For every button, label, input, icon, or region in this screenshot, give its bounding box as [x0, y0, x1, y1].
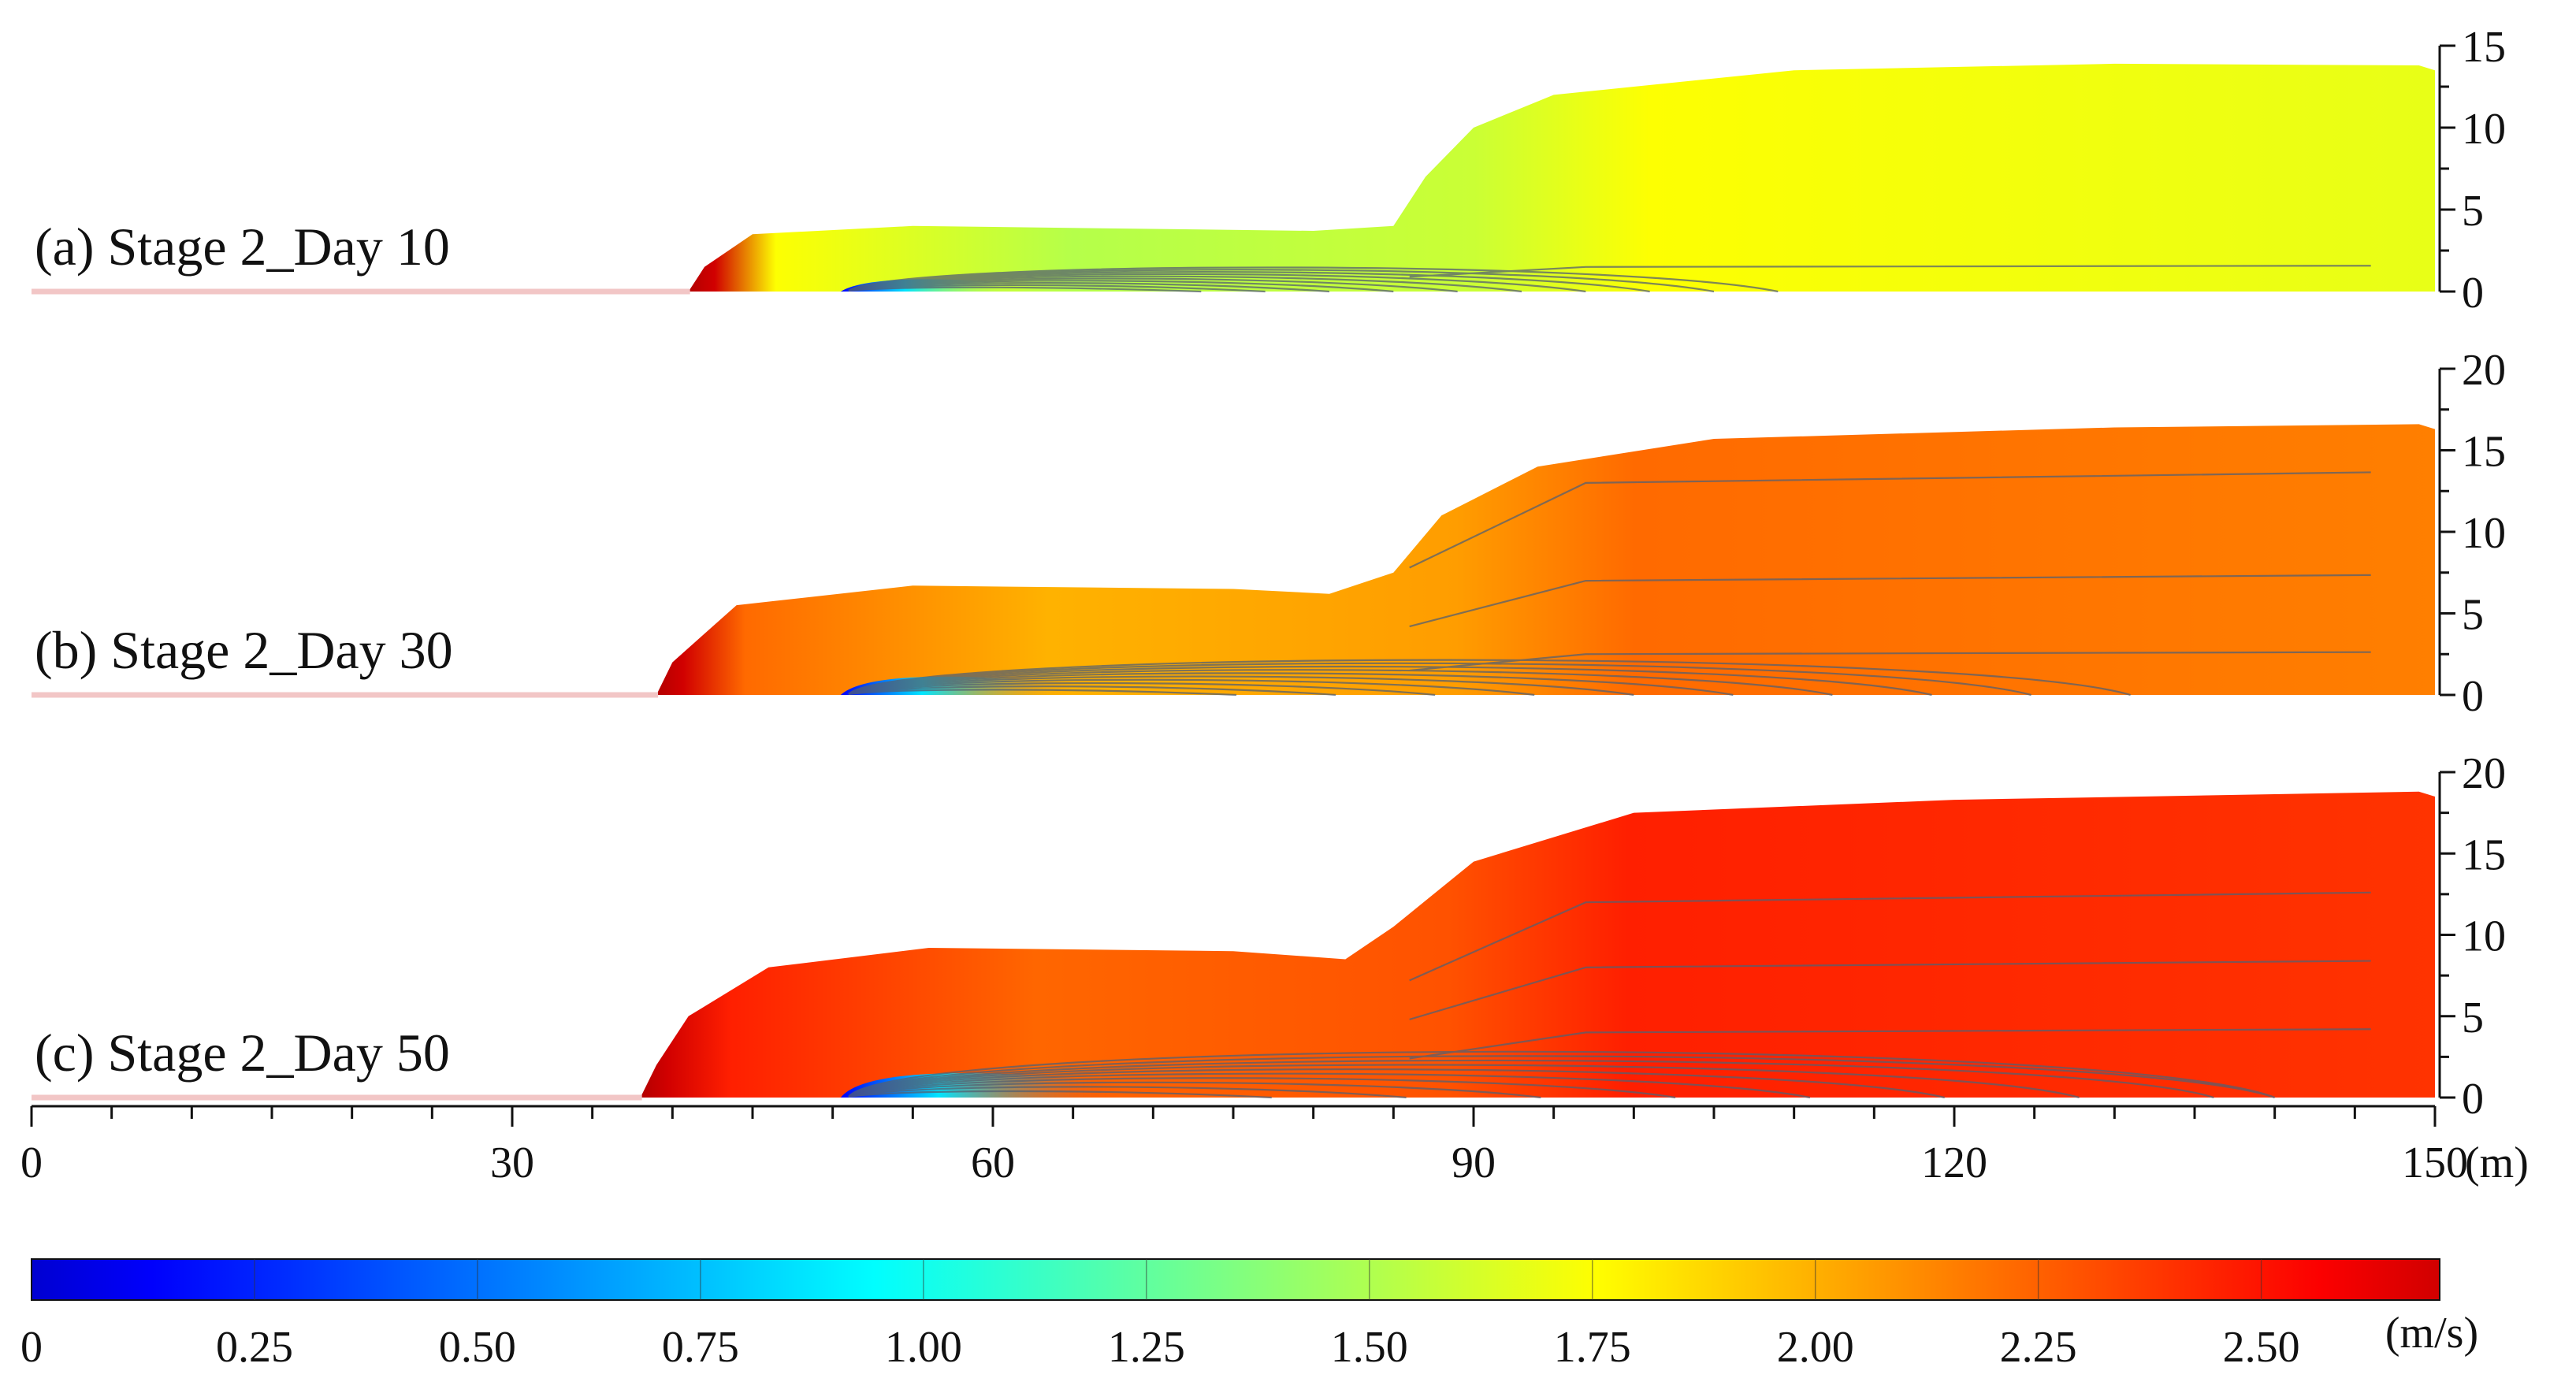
y-tick-label: 5 — [2462, 591, 2484, 640]
colorbar-tick-label: 0.50 — [439, 1323, 516, 1372]
y-tick-label: 15 — [2462, 23, 2506, 72]
x-axis-unit: (m) — [2465, 1139, 2529, 1187]
colorbar-tick-label: 0 — [20, 1323, 43, 1372]
panel-label: (a) Stage 2_Day 10 — [35, 217, 450, 277]
x-tick-label: 30 — [490, 1139, 534, 1187]
colorbar: 0 0.25 0.50 0.75 1.00 1.25 1.50 1.75 2.00 2.25 2.5… — [20, 1258, 2478, 1372]
y-tick-label: 5 — [2462, 994, 2484, 1042]
colorbar-tick-label: 2.00 — [1777, 1323, 1854, 1372]
colorbar-scale — [31, 1258, 2440, 1301]
colorbar-unit: (m/s) — [2385, 1309, 2478, 1358]
colorbar-tick-label: 1.00 — [885, 1323, 962, 1372]
colorbar-tick-label: 2.25 — [2000, 1323, 2077, 1372]
colorbar-tick-label: 0.75 — [662, 1323, 739, 1372]
y-tick-label: 10 — [2462, 912, 2506, 961]
y-tick-label: 5 — [2462, 187, 2484, 236]
x-tick-label: 150 — [2402, 1139, 2468, 1187]
colorbar-tick-label: 0.25 — [216, 1323, 293, 1372]
flow-field — [688, 63, 2436, 292]
contour-lines — [848, 471, 2371, 696]
panels: 0 5 10 15 (a) Stage 2_Day 10 0 5 10 15 20 (b) Stag… — [32, 23, 2506, 1124]
colorbar-tick-label: 1.50 — [1331, 1323, 1408, 1372]
y-tick-label: 10 — [2462, 105, 2506, 154]
y-tick-label: 20 — [2462, 346, 2506, 395]
colorbar-tick-label: 1.75 — [1554, 1323, 1631, 1372]
panel-label: (b) Stage 2_Day 30 — [35, 620, 453, 680]
y-tick-label: 15 — [2462, 830, 2506, 879]
y-axis-a: 0 5 10 15 — [2438, 23, 2506, 318]
flow-field — [640, 791, 2436, 1098]
x-tick-label: 0 — [20, 1139, 43, 1187]
colorbar-tick-label: 1.25 — [1108, 1323, 1185, 1372]
contour-lines — [848, 265, 2371, 293]
panel-b: 0 5 10 15 20 (b) Stage 2_Day 30 — [32, 346, 2506, 721]
contour-lines — [848, 891, 2371, 1099]
x-tick-label: 60 — [971, 1139, 1015, 1187]
y-tick-label: 0 — [2462, 269, 2484, 318]
x-tick-label: 120 — [1921, 1139, 1987, 1187]
y-tick-label: 15 — [2462, 428, 2506, 477]
y-axis-c: 0 5 10 15 20 — [2438, 749, 2506, 1124]
y-tick-label: 10 — [2462, 509, 2506, 558]
panel-c: 0 5 10 15 20 (c) Stage 2_Day 50 — [32, 749, 2506, 1124]
x-axis: 0 30 60 90 120 150(m) — [20, 1105, 2529, 1187]
colorbar-tick-label: 2.50 — [2223, 1323, 2300, 1372]
x-tick-label: 90 — [1452, 1139, 1496, 1187]
y-axis-b: 0 5 10 15 20 — [2438, 346, 2506, 721]
y-tick-label: 0 — [2462, 672, 2484, 721]
flow-field — [656, 424, 2435, 695]
panel-a: 0 5 10 15 (a) Stage 2_Day 10 — [32, 23, 2506, 318]
y-tick-label: 20 — [2462, 749, 2506, 798]
panel-label: (c) Stage 2_Day 50 — [35, 1023, 450, 1083]
y-tick-label: 0 — [2462, 1075, 2484, 1124]
